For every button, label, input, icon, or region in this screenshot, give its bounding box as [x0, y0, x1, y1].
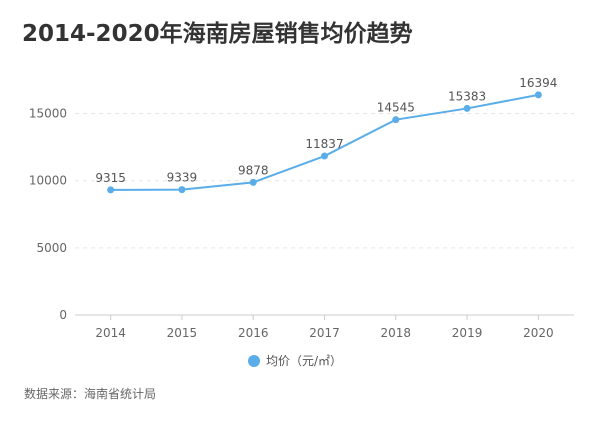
data-point [321, 152, 328, 160]
data-label: 9339 [167, 171, 198, 185]
data-label: 9878 [238, 163, 269, 177]
data-point [463, 104, 471, 112]
y-axis-ticks: 0 5000 10000 15000 [29, 107, 67, 322]
x-axis-ticks: 2014 2015 2016 2017 2018 2019 2020 [95, 315, 554, 340]
data-label: 16394 [519, 76, 557, 90]
data-label: 14545 [377, 101, 415, 115]
legend: 均价（元/㎡） [248, 354, 342, 368]
data-point [178, 186, 186, 194]
x-tick-label: 2019 [452, 326, 483, 340]
data-label: 11837 [305, 137, 343, 151]
data-point [392, 116, 400, 124]
y-tick-label: 5000 [36, 241, 67, 255]
data-point [107, 186, 115, 194]
y-tick-label: 15000 [29, 107, 67, 121]
data-label: 9315 [95, 171, 126, 185]
gridlines [75, 113, 574, 249]
data-label: 15383 [448, 89, 486, 103]
x-tick-label: 2020 [523, 326, 554, 340]
x-tick-label: 2014 [95, 326, 126, 340]
source-note: 数据来源：海南省统计局 [24, 387, 157, 401]
data-point [249, 178, 257, 186]
data-points [107, 91, 542, 194]
y-tick-label: 0 [59, 308, 67, 322]
chart-title: 2014-2020年海南房屋销售均价趋势 [22, 21, 413, 47]
data-point [534, 91, 542, 99]
y-tick-label: 10000 [29, 174, 67, 188]
x-tick-label: 2015 [167, 326, 198, 340]
x-tick-label: 2017 [309, 326, 340, 340]
data-labels: 9315 9339 9878 11837 14545 15383 16394 [95, 76, 557, 185]
x-tick-label: 2016 [238, 326, 269, 340]
x-tick-label: 2018 [381, 326, 412, 340]
legend-label: 均价（元/㎡） [266, 354, 342, 368]
legend-marker [248, 355, 260, 367]
